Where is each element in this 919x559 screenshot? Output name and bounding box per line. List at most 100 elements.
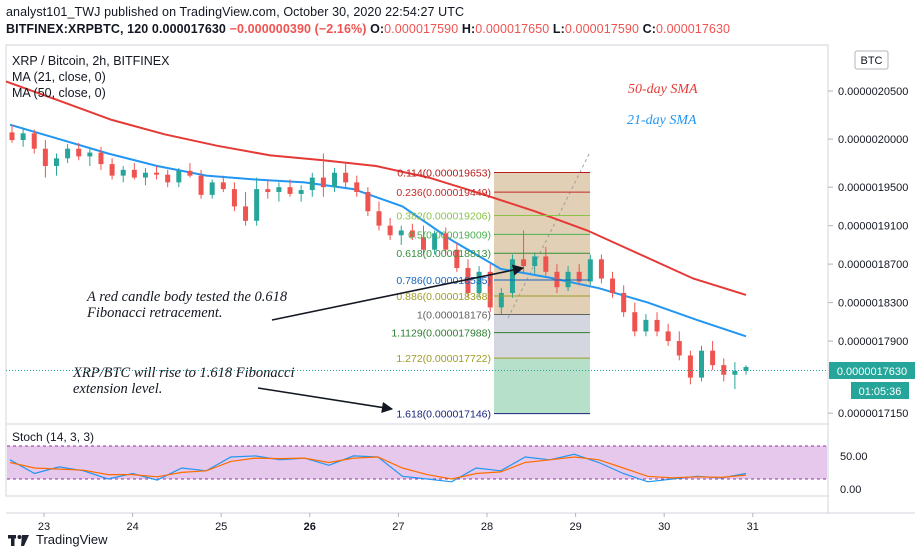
candle-body: [209, 182, 215, 195]
candle-body: [109, 164, 115, 176]
candle-body: [398, 230, 404, 236]
fib-level-label: 0.382(0.000019206): [396, 210, 491, 222]
fib-level-label: 0.114(0.000019653): [397, 167, 491, 179]
fib-level-label: 0.236(0.000019449): [396, 187, 491, 199]
candle-body: [220, 182, 226, 190]
price-tick-label: 0.0000017900: [838, 336, 908, 348]
price-tick-label: 0.0000020000: [838, 134, 908, 146]
candle-body: [176, 170, 182, 183]
candle-body: [309, 177, 315, 191]
time-tick-label: 23: [38, 521, 50, 533]
fib-level-label: 1.1129(0.000017988): [391, 328, 491, 340]
last-price: 0.000017630: [151, 22, 226, 36]
candle-body: [387, 225, 393, 236]
price-axis: 0.0000020500 0.0000020000 0.0000019500 0.00…: [828, 86, 908, 420]
brand-name: TradingView: [36, 532, 108, 547]
tradingview-footer[interactable]: TradingView: [8, 532, 108, 547]
fib-level-label: 1(0.000018176): [417, 310, 491, 322]
time-tick-label: 28: [481, 521, 493, 533]
candle-body: [198, 175, 204, 195]
fib-level-label: 1.272(0.000017722): [396, 353, 491, 365]
candle-body: [598, 259, 604, 279]
price-tick-label: 0.0000019500: [838, 182, 908, 194]
stoch-band: [7, 446, 827, 479]
candle-body: [265, 189, 271, 192]
candle-body: [576, 271, 582, 282]
stoch-d-line: [9, 456, 747, 480]
candle-body: [687, 355, 693, 378]
candle-body: [732, 370, 738, 375]
price-tick-label: 0.0000020500: [838, 86, 908, 98]
candle-body: [354, 182, 360, 192]
candle-body: [532, 256, 538, 267]
candle-body: [665, 331, 671, 342]
time-tick-label: 27: [392, 521, 404, 533]
open-value: 0.000017590: [384, 22, 459, 36]
price-tick-label: 0.0000019100: [838, 221, 908, 233]
candle-body: [98, 152, 104, 165]
time-tick-label: 26: [304, 521, 316, 533]
fib-labels: 0.114(0.000019653) 0.236(0.000019449) 0.38…: [391, 167, 590, 421]
time-tick-label: 31: [747, 521, 759, 533]
stoch-indicator: [7, 445, 827, 483]
note1-line2: Fibonacci retracement.: [86, 305, 223, 321]
price-change: −0.000000390 (−2.16%): [229, 22, 367, 36]
candle-body: [654, 319, 660, 332]
candle-body: [409, 230, 415, 238]
candle-body: [365, 191, 371, 212]
candle-body: [587, 259, 593, 282]
candle-body: [9, 132, 15, 141]
price-tick-label: 0.0000018300: [838, 298, 908, 310]
time-tick-label: 24: [126, 521, 138, 533]
candle-body: [376, 211, 382, 226]
stoch-tick-0: 0.00: [840, 484, 861, 496]
last-price-badge-label: 0.0000017630: [837, 366, 907, 378]
candle-body: [643, 319, 649, 332]
high-label: H:: [461, 22, 476, 36]
note1-line1: A red candle body tested the 0.618: [86, 289, 288, 305]
fib-extension-zone-b: [494, 358, 590, 414]
candle-body: [332, 172, 338, 188]
time-tick-label: 29: [569, 521, 581, 533]
symbol-full: BITFINEX:XRPBTC, 120: [6, 22, 149, 36]
candle-body: [343, 172, 349, 183]
high-value: 0.000017650: [475, 22, 550, 36]
fib-level-label: 1.618(0.000017146): [396, 409, 491, 421]
candle-body: [131, 169, 137, 178]
candle-body: [543, 256, 549, 272]
candle-body: [721, 365, 727, 375]
candle-body: [165, 174, 171, 183]
candle-body: [699, 350, 705, 378]
time-tick-label: 25: [215, 521, 227, 533]
candle-body: [53, 158, 59, 167]
candle-body: [432, 233, 438, 250]
currency-badge-label: BTC: [861, 55, 883, 67]
fib-level-label: 0.786(0.000018535): [396, 275, 491, 287]
close-value: 0.000017630: [655, 22, 731, 36]
candle-body: [498, 292, 504, 308]
candle-body: [632, 312, 638, 332]
sma50-line: [5, 80, 747, 296]
price-tick-label: 0.0000017150: [838, 408, 908, 420]
candle-body: [298, 190, 304, 194]
candle-body: [231, 189, 237, 207]
note2-line2: extension level.: [73, 381, 162, 397]
arrow-to-0618: [271, 264, 525, 321]
countdown-badge-label: 01:05:36: [859, 386, 902, 398]
fib-level-label: 0.886(0.000018368): [396, 291, 491, 303]
candle-body: [521, 259, 527, 267]
candle-body: [509, 259, 515, 293]
fib-level-label: 0.5(0.000019009): [408, 229, 491, 241]
fib-level-label: 0.618(0.000018813): [396, 248, 491, 260]
candle-body: [42, 148, 48, 167]
stoch-legend: Stoch (14, 3, 3): [12, 430, 94, 444]
candle-body: [276, 187, 282, 192]
currency-badge[interactable]: [854, 50, 889, 70]
last-price-badge: [829, 362, 915, 379]
fib-extension-zone-a: [494, 314, 590, 359]
candle-body: [243, 206, 249, 221]
countdown-badge: [851, 382, 909, 399]
fib-retracement-zone: [494, 172, 590, 315]
low-label: L:: [552, 22, 565, 36]
